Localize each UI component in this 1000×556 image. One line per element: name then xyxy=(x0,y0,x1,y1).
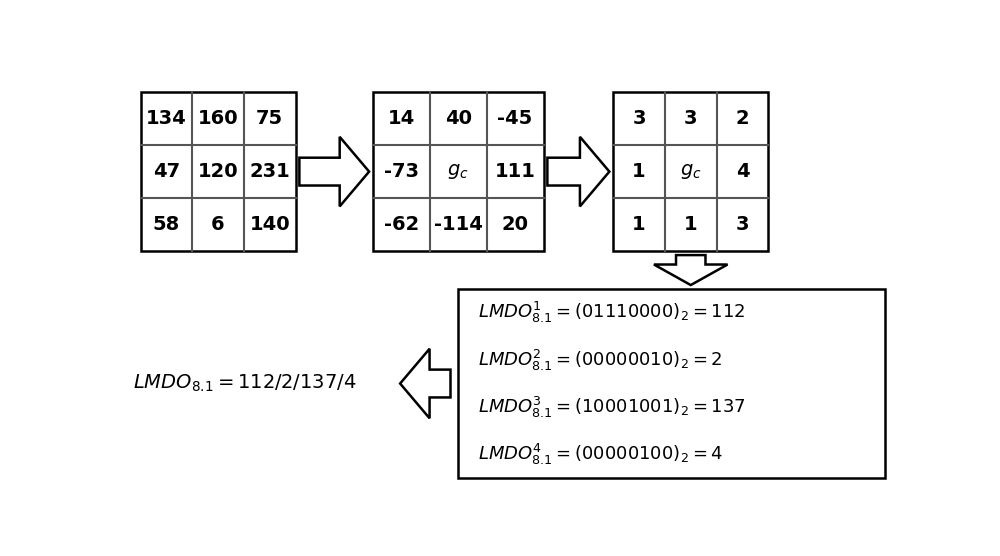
Polygon shape xyxy=(654,255,728,285)
Text: 120: 120 xyxy=(198,162,238,181)
Text: 160: 160 xyxy=(198,110,238,128)
Text: 4: 4 xyxy=(736,162,749,181)
Text: $g_c$: $g_c$ xyxy=(680,162,702,181)
Text: 1: 1 xyxy=(632,215,646,234)
Text: 40: 40 xyxy=(445,110,472,128)
Text: $LMDO^{2}_{8.1} = (00000010)_2 = 2$: $LMDO^{2}_{8.1} = (00000010)_2 = 2$ xyxy=(478,348,722,373)
Text: -73: -73 xyxy=(384,162,419,181)
Text: 3: 3 xyxy=(684,110,698,128)
Text: 58: 58 xyxy=(153,215,180,234)
Text: -62: -62 xyxy=(384,215,419,234)
Polygon shape xyxy=(299,137,369,206)
Text: 14: 14 xyxy=(388,110,415,128)
Text: 111: 111 xyxy=(495,162,536,181)
Text: $LMDO^{3}_{8.1} = (10001001)_2 = 137$: $LMDO^{3}_{8.1} = (10001001)_2 = 137$ xyxy=(478,395,745,420)
Text: -45: -45 xyxy=(497,110,533,128)
Text: 6: 6 xyxy=(211,215,225,234)
Text: 231: 231 xyxy=(249,162,290,181)
Text: 140: 140 xyxy=(249,215,290,234)
Text: 1: 1 xyxy=(684,215,698,234)
Text: $LMDO^{4}_{8.1} = (00000100)_2 = 4$: $LMDO^{4}_{8.1} = (00000100)_2 = 4$ xyxy=(478,441,723,466)
Text: $LMDO_{8.1} = 112/2/137/4$: $LMDO_{8.1} = 112/2/137/4$ xyxy=(133,373,356,394)
Text: 75: 75 xyxy=(256,110,283,128)
Polygon shape xyxy=(400,349,450,418)
Polygon shape xyxy=(547,137,609,206)
Text: 1: 1 xyxy=(632,162,646,181)
Bar xyxy=(613,92,768,251)
Text: -114: -114 xyxy=(434,215,483,234)
Bar xyxy=(458,289,885,478)
Text: 134: 134 xyxy=(146,110,187,128)
Bar xyxy=(140,92,296,251)
Text: 3: 3 xyxy=(736,215,749,234)
Text: $LMDO^{1}_{8.1} = (01110000)_2 = 112$: $LMDO^{1}_{8.1} = (01110000)_2 = 112$ xyxy=(478,300,745,325)
Bar xyxy=(373,92,544,251)
Text: 47: 47 xyxy=(153,162,180,181)
Text: 2: 2 xyxy=(736,110,749,128)
Text: $g_c$: $g_c$ xyxy=(447,162,469,181)
Text: 3: 3 xyxy=(632,110,646,128)
Text: 20: 20 xyxy=(502,215,529,234)
